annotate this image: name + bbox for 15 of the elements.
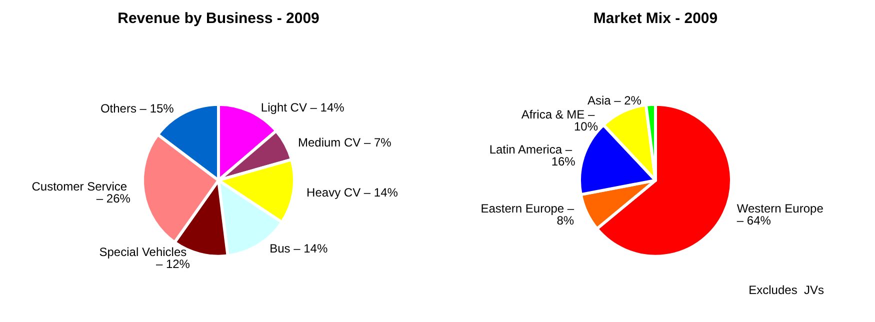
- slice-label: Latin America – 16%: [489, 142, 576, 169]
- slice-label: Others – 15%: [100, 102, 174, 116]
- chart-title: Revenue by Business - 2009: [118, 10, 320, 27]
- slice-label: Western Europe – 64%: [736, 201, 827, 228]
- slice-label: Special Vehicles – 12%: [99, 244, 190, 271]
- text: Excludes JVs: [748, 283, 824, 297]
- slice-label: Bus – 14%: [270, 241, 328, 256]
- slice-label: Medium CV – 7%: [298, 135, 392, 150]
- slice-label: Customer Service – 26%: [32, 180, 131, 206]
- slice-label: Africa & ME – 10%: [521, 107, 598, 134]
- slice-label: Heavy CV – 14%: [306, 186, 398, 200]
- slice-label: Light CV – 14%: [260, 100, 345, 115]
- slice-label: Eastern Europe – 8%: [480, 201, 574, 228]
- chart-title: Market Mix - 2009: [593, 10, 718, 27]
- slice-label: Asia – 2%: [587, 93, 642, 108]
